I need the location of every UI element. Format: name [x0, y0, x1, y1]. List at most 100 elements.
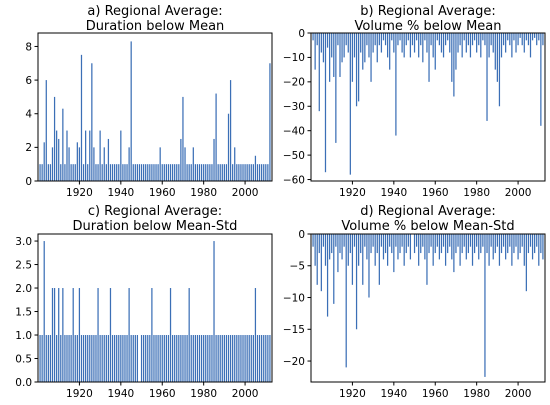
panel-c-bar	[190, 335, 192, 382]
panel-d-bar	[432, 234, 434, 266]
panel-b-bar	[358, 33, 360, 102]
panel-d-bar	[326, 234, 329, 317]
panel-d-bar	[492, 234, 494, 260]
panel-a-bar	[171, 164, 174, 181]
panel-c-bar	[165, 335, 168, 382]
panel-a-axes-frame	[37, 32, 273, 182]
panel-b-bar	[312, 33, 314, 41]
panel-b-bar	[461, 33, 463, 58]
panel-b-bar	[531, 33, 534, 41]
panel-a-bar	[138, 164, 141, 181]
panel-b-bar	[337, 33, 339, 46]
panel-b-bar	[329, 33, 331, 82]
panel-c-bar	[215, 335, 217, 382]
panel-a-axes: 1920 1940 1960 1980 2000 0 2 4 6 8	[25, 32, 273, 199]
panel-a-bar	[66, 130, 68, 181]
panel-d-bar	[407, 234, 409, 247]
panel-d-bar	[498, 234, 501, 266]
panel-b-bar	[376, 33, 378, 63]
panel-c-bar	[207, 335, 209, 382]
panel-c-bar	[49, 335, 52, 382]
panel-c-bar	[205, 335, 207, 382]
panel-a-bar	[232, 164, 234, 181]
panel-d-bar	[397, 234, 399, 260]
panel-a-bar	[211, 164, 213, 181]
panel-a-bar	[109, 164, 112, 181]
panel-c-bar	[78, 288, 81, 382]
panel-b-bar	[399, 33, 401, 41]
panel-d-bar	[345, 234, 347, 368]
panel-b-bar	[420, 33, 422, 46]
panel-a-bar	[145, 164, 147, 181]
panel-a-bar	[203, 164, 205, 181]
panel-a-bar	[192, 147, 194, 181]
panel-d-bar	[380, 234, 383, 247]
panel-d-title-line1: d) Regional Average:	[360, 204, 495, 219]
panel-d-bar	[387, 234, 389, 266]
panel-b-bar	[438, 33, 441, 46]
panel-b-bar	[476, 33, 478, 53]
panel-d-bar	[536, 234, 538, 247]
panel-b-bar	[345, 33, 347, 46]
panel-b-bar	[415, 33, 418, 41]
panel-d-bar	[318, 234, 320, 254]
panel-d-bar	[513, 234, 515, 254]
panel-b-title-line1: b) Regional Average:	[360, 4, 495, 19]
panel-d-bar	[324, 234, 327, 266]
panel-a-bar	[47, 164, 49, 181]
panel-b-bar	[442, 33, 445, 58]
panel-a-bar	[167, 164, 170, 181]
panel-b-x-tick-label: 1940	[380, 187, 407, 199]
panel-d-bar	[337, 234, 339, 273]
panel-a-y-tick-label: 8	[25, 41, 32, 53]
panel-a-bar	[219, 164, 221, 181]
panel-a-bar	[186, 164, 188, 181]
panel-a-bar	[43, 142, 45, 181]
panel-c-bar	[186, 335, 188, 382]
panel-a-bar	[151, 164, 153, 181]
panel-b-bar	[463, 33, 465, 41]
panel-c-bar	[244, 335, 246, 382]
panel-a-bar	[147, 164, 149, 181]
panel-b-bar	[401, 33, 403, 53]
panel-a-bar	[49, 164, 52, 181]
panel-c-bar	[248, 335, 250, 382]
panel-b-bar	[457, 33, 459, 53]
panel-c-bar	[89, 335, 91, 382]
panel-d-bar	[378, 234, 380, 285]
panel-d-bar	[457, 234, 459, 247]
panel-d-bar	[399, 234, 401, 254]
panel-c-bar	[234, 335, 236, 382]
panel-a-bar	[163, 164, 165, 181]
panel-b-bar	[339, 33, 341, 77]
panel-d-bar	[519, 234, 521, 254]
panel-a-bar	[176, 164, 178, 181]
panel-c-bar	[151, 288, 153, 382]
panel-c-y-tick-label: 1.0	[15, 330, 32, 342]
panel-a-x-tick-label: 1920	[66, 187, 93, 199]
panel-d-bar	[500, 234, 503, 254]
panel-c-bar	[184, 335, 186, 382]
panel-a-bar	[122, 164, 124, 181]
panel-c-bar	[192, 335, 194, 382]
panel-c-bar	[43, 241, 45, 382]
panel-a-y-tick-label: 0	[25, 176, 32, 188]
panel-c-bar	[174, 335, 176, 382]
panel-d-bar	[353, 234, 356, 247]
panel-c-bar	[101, 335, 103, 382]
panel-a-bar	[56, 130, 58, 181]
panel-c-bar	[236, 335, 238, 382]
panel-d-bar	[471, 234, 474, 266]
panel-c-bar	[147, 335, 149, 382]
panel-c-bars	[39, 241, 271, 382]
panel-a-bar	[101, 164, 103, 181]
panel-a-bar	[159, 147, 161, 181]
panel-c-bar	[240, 335, 242, 382]
panel-a-bar	[213, 138, 215, 181]
panel-c-bar	[91, 335, 93, 382]
panel-a-bar	[60, 164, 62, 181]
panel-b-bar	[380, 33, 383, 53]
panel-b-bar	[529, 33, 532, 58]
panel-c-bar	[221, 335, 223, 382]
panel-b-bar	[368, 33, 370, 58]
